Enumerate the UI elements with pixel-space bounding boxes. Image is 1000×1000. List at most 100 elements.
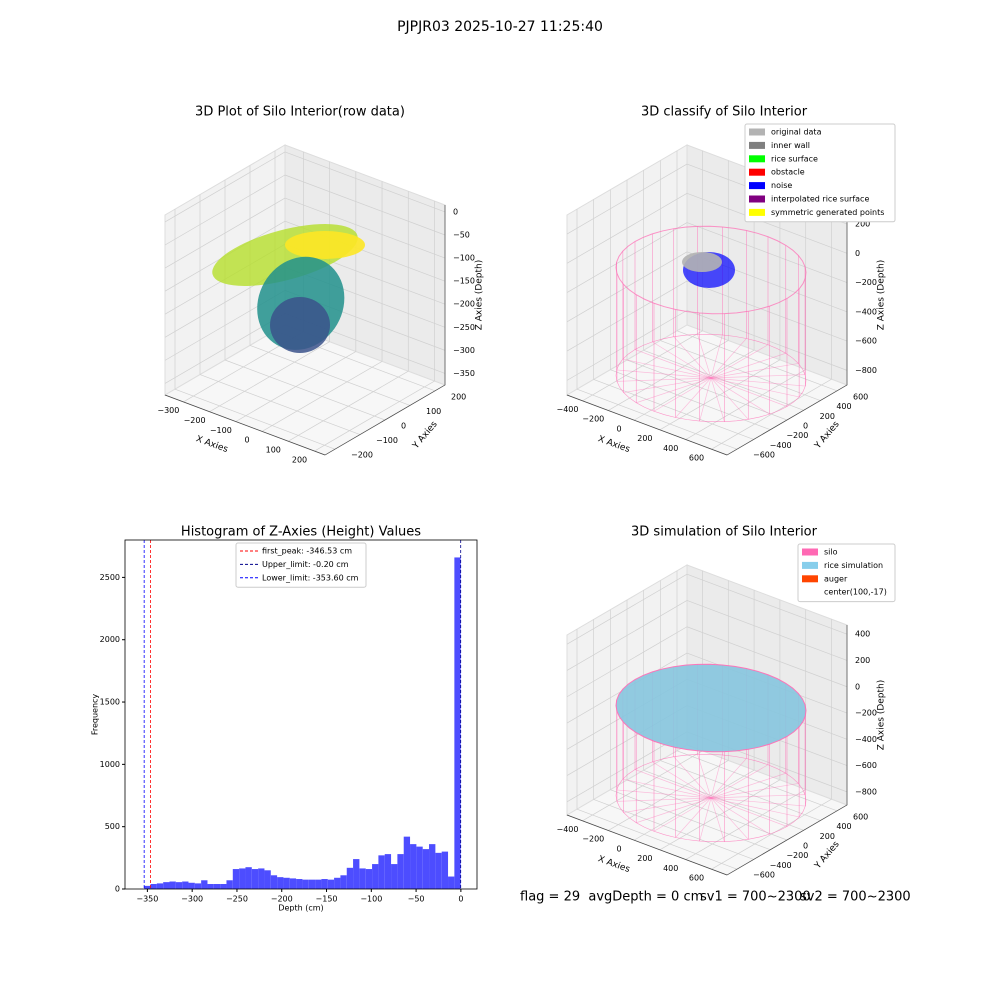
grid-line: [643, 769, 804, 831]
x-tick-label: −50: [408, 895, 425, 904]
bar: [220, 884, 227, 889]
silo-wire: [710, 377, 770, 415]
silo-wire: [710, 797, 800, 818]
z-tick-label: 0: [453, 207, 458, 216]
silo-wire: [699, 797, 712, 842]
y-tick-label: 600: [853, 812, 868, 821]
silo-wire: [710, 797, 806, 807]
grid-line: [164, 151, 286, 223]
legend-swatch: [749, 182, 765, 190]
y-tick-label: −200: [786, 851, 808, 860]
bar: [308, 879, 316, 889]
bar: [264, 870, 271, 889]
legend-label: rice simulation: [824, 561, 883, 570]
y-tick-label: 0: [803, 422, 808, 431]
grid-line: [576, 388, 738, 450]
x-tick-label: 600: [689, 453, 704, 462]
bar: [448, 876, 455, 889]
bar: [163, 882, 170, 889]
bar: [277, 877, 284, 889]
x-tick-label: −400: [556, 405, 578, 414]
x-tick-label: −200: [582, 415, 604, 424]
point-cloud: [682, 252, 722, 272]
z-tick-label: −600: [855, 337, 877, 346]
figure-title: PJPJR03 2025-10-27 11:25:40: [397, 19, 603, 35]
legend-swatch: [749, 208, 765, 216]
bar: [441, 851, 449, 889]
grid-line: [164, 197, 286, 269]
legend-label: rice surface: [771, 154, 818, 163]
grid-line: [593, 799, 754, 860]
z-tick-label: 0: [855, 682, 860, 691]
z-tick-label: −200: [855, 278, 877, 287]
y-tick-label: −400: [770, 861, 792, 870]
bar: [334, 877, 341, 889]
silo-wire: [710, 338, 747, 379]
bar: [397, 854, 404, 889]
y-axis-label: Y Axies: [410, 419, 439, 451]
y-tick-label: 2500: [100, 573, 120, 582]
bar: [422, 849, 430, 889]
bar: [346, 867, 354, 889]
silo-wire: [653, 377, 712, 412]
grid-line: [566, 222, 688, 293]
silo-top: [615, 663, 807, 753]
y-tick-label: 400: [836, 822, 851, 831]
silo-wire: [616, 377, 712, 382]
silo-wire: [710, 334, 723, 379]
bar: [232, 869, 240, 889]
y-tick-label: 400: [836, 402, 851, 411]
axis-line: [324, 384, 446, 456]
x-tick-label: 0: [458, 895, 463, 904]
grid-line: [686, 192, 848, 254]
bar: [410, 844, 417, 889]
x-tick-label: 400: [663, 444, 678, 453]
x-tick-label: −200: [184, 416, 206, 425]
silo-wire: [673, 336, 712, 379]
bar: [283, 877, 290, 889]
bar: [226, 880, 233, 889]
z-tick-label: −100: [453, 254, 475, 263]
z-tick-label: −800: [855, 366, 877, 375]
y-tick-label: 200: [820, 412, 835, 421]
x-tick-label: −100: [210, 426, 232, 435]
y-tick-label: 100: [426, 407, 441, 416]
silo-wire: [616, 369, 712, 379]
chart-title: Histogram of Z-Axies (Height) Values: [181, 525, 421, 540]
grid-line: [593, 379, 754, 440]
x-tick-label: −350: [136, 895, 158, 904]
point-cloud: [285, 231, 365, 259]
legend-label: noise: [771, 181, 792, 190]
bar: [296, 879, 303, 889]
silo-wire: [710, 344, 769, 379]
bar: [245, 867, 252, 889]
silo-wire: [623, 797, 712, 813]
legend-label: interpolated rice surface: [771, 195, 869, 204]
footer-text: sv1 = 700~2300: [700, 890, 811, 905]
legend-box: [797, 543, 896, 603]
y-axis-label: Y Axies: [812, 419, 841, 451]
legend-swatch: [802, 561, 818, 569]
grid-line: [284, 151, 446, 213]
grid-line: [566, 163, 688, 235]
legend-swatch: [802, 575, 818, 583]
grid-line: [224, 359, 386, 421]
silo-wire: [636, 797, 712, 824]
y-tick-label: −600: [753, 451, 775, 460]
footer-text: sv2 = 700~2300: [800, 890, 911, 905]
bar: [359, 868, 366, 889]
y-tick-label: 1500: [100, 698, 120, 707]
y-tick-label: 1000: [100, 760, 120, 769]
bar: [340, 875, 347, 889]
grid-line: [686, 310, 848, 371]
x-axis-label: Depth (cm): [278, 904, 323, 913]
bar: [169, 881, 176, 889]
plot-frame: [124, 539, 478, 890]
silo-wire: [710, 754, 723, 799]
bar: [302, 879, 309, 889]
bar: [378, 855, 385, 889]
silo-wire: [710, 797, 725, 842]
bar: [384, 854, 392, 889]
grid-line: [660, 340, 821, 401]
